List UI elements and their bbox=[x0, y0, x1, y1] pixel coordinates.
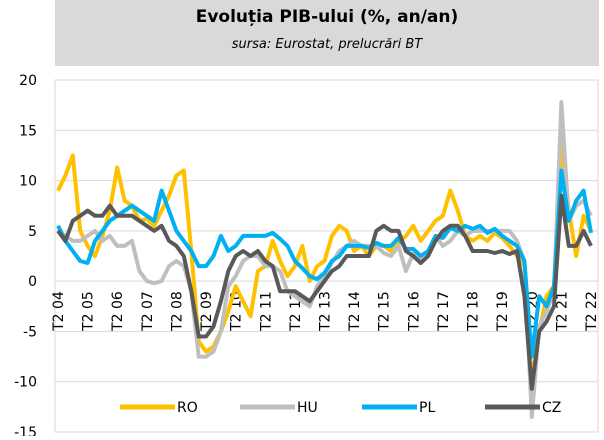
y-tick-label: 20 bbox=[19, 73, 37, 89]
y-tick-label: 10 bbox=[19, 174, 37, 190]
x-tick-label: T2 22 bbox=[584, 291, 600, 332]
y-tick-label: -5 bbox=[23, 324, 37, 340]
series-line bbox=[56, 168, 593, 359]
x-tick-label: T2 14 bbox=[347, 291, 363, 332]
x-tick-label: T2 17 bbox=[436, 291, 452, 332]
x-tick-label: T2 07 bbox=[140, 291, 156, 332]
chart-title: Evoluția PIB-ului (%, an/an) bbox=[196, 7, 459, 27]
y-tick-label: -10 bbox=[14, 375, 37, 391]
legend-label: HU bbox=[297, 400, 318, 416]
x-tick-label: T2 08 bbox=[169, 291, 185, 332]
x-tick-label: T2 18 bbox=[466, 291, 482, 332]
x-tick-label: T2 15 bbox=[377, 291, 393, 332]
x-tick-label: T2 13 bbox=[318, 291, 334, 332]
x-tick-label: T2 06 bbox=[110, 291, 126, 332]
chart-subtitle: sursa: Eurostat, prelucrări BT bbox=[232, 37, 423, 52]
x-tick-label: T2 09 bbox=[199, 291, 215, 332]
y-tick-label: 15 bbox=[19, 123, 37, 139]
legend-label: PL bbox=[419, 400, 435, 416]
series-line bbox=[56, 193, 593, 391]
x-tick-label: T2 11 bbox=[258, 291, 274, 332]
legend-label: CZ bbox=[542, 400, 561, 416]
x-tick-label: T2 16 bbox=[406, 291, 422, 332]
x-tick-label: T2 05 bbox=[81, 291, 97, 332]
series-line bbox=[56, 100, 593, 419]
y-tick-label: 5 bbox=[28, 224, 37, 240]
y-tick-label: -15 bbox=[14, 425, 37, 436]
y-tick-label: 0 bbox=[28, 274, 37, 290]
legend-label: RO bbox=[177, 400, 198, 416]
title-box bbox=[55, 0, 599, 66]
x-tick-label: T2 19 bbox=[495, 291, 511, 332]
x-tick-label: T2 04 bbox=[51, 291, 67, 332]
x-tick-label: T2 21 bbox=[554, 291, 570, 332]
